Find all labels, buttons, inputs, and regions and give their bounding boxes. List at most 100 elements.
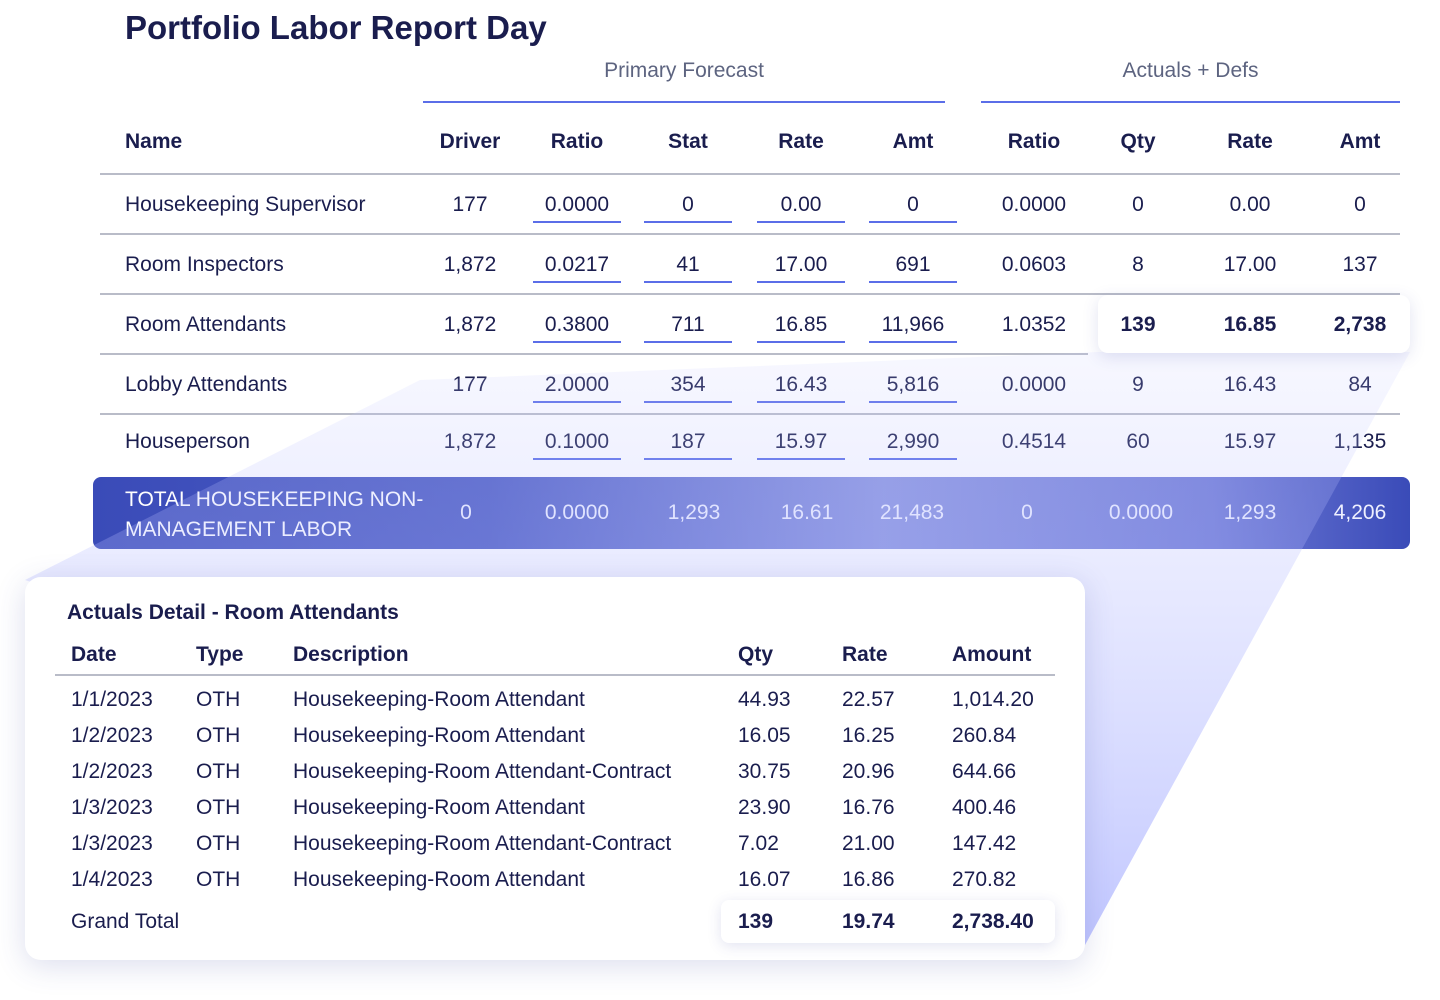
input-underline: [644, 458, 732, 460]
cell: 0: [1132, 193, 1144, 216]
input-underline: [533, 458, 621, 460]
total-cell: 1,293: [1223, 501, 1277, 524]
detail-header: Description: [293, 643, 409, 666]
detail-cell: 30.75: [738, 760, 791, 783]
detail-cell: 1/4/2023: [71, 868, 153, 891]
cell: 9: [1132, 373, 1144, 396]
cell: 691: [895, 253, 931, 276]
rule: [100, 413, 1400, 415]
detail-cell: 23.90: [738, 796, 791, 819]
detail-cell: 20.96: [842, 760, 895, 783]
cell: 0: [1354, 193, 1366, 216]
grand-total-label: Grand Total: [71, 910, 180, 933]
cell: 0.0217: [544, 253, 610, 276]
detail-cell: OTH: [196, 760, 241, 783]
input-underline: [644, 341, 732, 343]
input-underline: [869, 221, 957, 223]
detail-cell: Housekeeping-Room Attendant-Contract: [293, 760, 672, 783]
total-cell: 21,483: [879, 501, 945, 524]
detail-cell: 1/1/2023: [71, 688, 153, 711]
cell: Houseperson: [125, 430, 250, 453]
input-underline: [757, 221, 845, 223]
cell: Housekeeping Supervisor: [125, 193, 366, 216]
column-header: Rate: [1227, 130, 1273, 153]
column-header: Ratio: [550, 130, 604, 153]
cell: 1,135: [1333, 430, 1387, 453]
highlight-box: [1098, 295, 1410, 353]
cell: 137: [1342, 253, 1378, 276]
detail-header: Date: [71, 643, 117, 666]
cell: 187: [670, 430, 706, 453]
detail-cell: 44.93: [738, 688, 791, 711]
rule: [100, 173, 1400, 175]
cell: 17.00: [1223, 253, 1277, 276]
cell: 0.3800: [544, 313, 610, 336]
cell: 1,872: [443, 313, 497, 336]
cell: 2.0000: [544, 373, 610, 396]
detail-cell: 260.84: [952, 724, 1017, 747]
rule: [100, 353, 1088, 355]
detail-cell: OTH: [196, 724, 241, 747]
detail-cell: OTH: [196, 796, 241, 819]
input-underline: [757, 401, 845, 403]
cell: 17.00: [774, 253, 828, 276]
rule: [981, 101, 1400, 103]
cell: 16.85: [774, 313, 828, 336]
cell: 1.0352: [1001, 313, 1067, 336]
total-cell: 0.0000: [1108, 501, 1174, 524]
detail-cell: Housekeeping-Room Attendant: [293, 724, 585, 747]
grand-total-cell: 139: [738, 910, 774, 933]
input-underline: [869, 401, 957, 403]
detail-cell: 22.57: [842, 688, 895, 711]
cell: 711: [671, 313, 705, 336]
detail-header: Amount: [952, 643, 1032, 666]
detail-cell: OTH: [196, 868, 241, 891]
input-underline: [533, 401, 621, 403]
cell: 15.97: [1223, 430, 1277, 453]
input-underline: [644, 221, 732, 223]
input-underline: [644, 281, 732, 283]
column-header: Driver: [439, 130, 501, 153]
cell: 8: [1132, 253, 1144, 276]
column-header: Amt: [892, 130, 934, 153]
detail-header: Rate: [842, 643, 888, 666]
cell: 0.0000: [544, 193, 610, 216]
cell: Room Inspectors: [125, 253, 284, 276]
cell: 0: [907, 193, 919, 216]
detail-header: Qty: [738, 643, 774, 666]
group-header: Primary Forecast: [604, 59, 764, 82]
cell: 15.97: [774, 430, 828, 453]
input-underline: [644, 401, 732, 403]
grand-total-cell: 19.74: [842, 910, 895, 933]
detail-cell: 644.66: [952, 760, 1017, 783]
input-underline: [757, 341, 845, 343]
input-underline: [533, 341, 621, 343]
rule: [423, 101, 945, 103]
detail-cell: Housekeeping-Room Attendant: [293, 688, 585, 711]
input-underline: [869, 458, 957, 460]
cell: 0: [682, 193, 694, 216]
cell: 1,872: [443, 430, 497, 453]
group-header: Actuals + Defs: [1122, 59, 1259, 82]
detail-cell: Housekeeping-Room Attendant-Contract: [293, 832, 672, 855]
column-header: Amt: [1339, 130, 1381, 153]
detail-cell: 270.82: [952, 868, 1017, 891]
detail-cell: OTH: [196, 832, 241, 855]
detail-cell: 400.46: [952, 796, 1017, 819]
column-header: Name: [125, 130, 183, 153]
detail-cell: Housekeeping-Room Attendant: [293, 796, 585, 819]
column-header: Stat: [668, 130, 708, 153]
detail-cell: 21.00: [842, 832, 895, 855]
total-cell: 16.61: [780, 501, 834, 524]
cell: 177: [452, 193, 488, 216]
cell: 0.00: [1229, 193, 1271, 216]
cell: 11,966: [881, 313, 945, 336]
cell: 5,816: [886, 373, 940, 396]
cell: 139: [1120, 313, 1156, 336]
column-header: Rate: [778, 130, 824, 153]
cell: Lobby Attendants: [125, 373, 288, 396]
cell: 0.1000: [544, 430, 610, 453]
grand-total-cell: 2,738.40: [952, 910, 1034, 933]
detail-cell: 16.07: [738, 868, 791, 891]
